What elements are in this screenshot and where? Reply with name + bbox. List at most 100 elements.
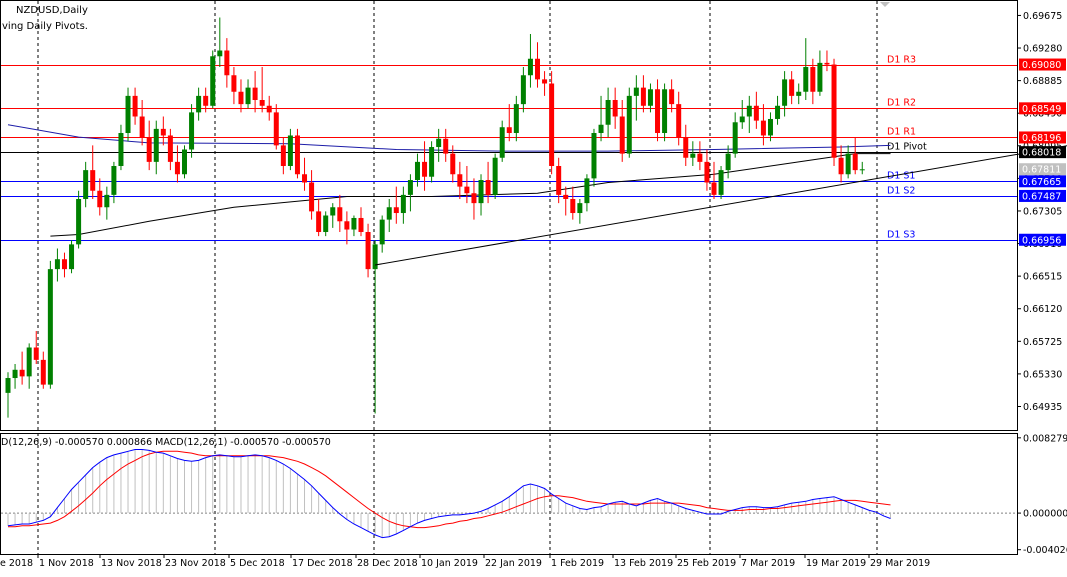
macd-legend: D(12,26,9) -0.000570 0.000866 MACD(12,26… — [1, 437, 331, 448]
candle-body-115 — [817, 62, 823, 92]
candle-body-62 — [443, 138, 449, 154]
candle-body-108 — [767, 118, 773, 136]
candles — [5, 17, 865, 418]
candle-body-11 — [83, 170, 89, 199]
candle-body-32 — [231, 75, 237, 92]
candle-body-98 — [697, 153, 703, 162]
candle-body-118 — [838, 157, 844, 175]
candle-body-51 — [365, 232, 371, 270]
candle-body-91 — [647, 89, 653, 106]
candle-body-86 — [612, 100, 618, 117]
candle-body-111 — [789, 79, 795, 96]
candle-body-39 — [280, 145, 286, 166]
current-price-tag: 0.67811 — [1022, 165, 1061, 176]
time-tick-label-6: 10 Jan 2019 — [421, 558, 478, 569]
candle-body-14 — [104, 194, 110, 208]
candle-body-15 — [111, 166, 117, 195]
candle-body-50 — [358, 217, 364, 232]
price-tag-r3: 0.69080 — [1022, 60, 1061, 71]
candle-body-30 — [217, 50, 223, 57]
candle-body-103 — [732, 122, 738, 154]
price-tag-s2-bg — [1019, 189, 1066, 202]
candle-body-90 — [640, 87, 646, 106]
candle-body-80 — [570, 199, 576, 214]
candle-body-48 — [344, 221, 350, 230]
candle-body-73 — [520, 75, 526, 105]
price-tags: 0.69080 0.68549 0.68196 0.68018 0.67665 0.674… — [1019, 58, 1066, 246]
candle-body-59 — [422, 161, 428, 177]
candle-body-46 — [330, 207, 336, 216]
candle-body-45 — [323, 215, 329, 232]
price-tag-s1: 0.67665 — [1022, 177, 1061, 188]
candle-body-87 — [619, 116, 625, 154]
candle-body-107 — [760, 120, 766, 136]
candle-body-19 — [139, 116, 145, 138]
candle-body-70 — [499, 127, 505, 158]
candle-body-109 — [775, 105, 781, 119]
price-tag-s2: 0.67487 — [1022, 191, 1061, 202]
time-tick-label-11: 7 Mar 2019 — [741, 558, 795, 569]
candle-body-53 — [379, 219, 385, 245]
candle-body-6 — [47, 269, 53, 385]
macd-tick-label-2: -0.004026 — [1023, 545, 1067, 556]
pivot-label-s2: D1 S2 — [887, 186, 915, 197]
candle-body-16 — [118, 133, 124, 166]
candle-body-96 — [683, 137, 689, 158]
time-tick-label-2: 23 Nov 2018 — [165, 558, 226, 569]
trendline — [375, 145, 1067, 266]
candle-body-24 — [174, 161, 180, 175]
candle-body-21 — [153, 128, 159, 162]
candle-body-18 — [132, 95, 138, 117]
price-tag-r1-bg — [1019, 131, 1066, 144]
indicator-title: ving Daily Pivots. — [2, 21, 88, 32]
pivot-label-s1: D1 S1 — [887, 171, 915, 182]
candle-body-44 — [316, 211, 322, 232]
candle-body-20 — [146, 137, 152, 162]
candle-body-3 — [26, 347, 32, 377]
chart-shift-marker[interactable] — [880, 2, 890, 7]
candle-body-105 — [746, 105, 752, 117]
candle-body-116 — [824, 62, 830, 65]
time-tick-label-9: 13 Feb 2019 — [614, 558, 673, 569]
candle-body-119 — [845, 153, 851, 175]
candle-body-42 — [302, 174, 308, 183]
candle-body-1 — [12, 369, 18, 379]
candle-body-47 — [337, 207, 343, 222]
macd-tick-label-0: 0.008279 — [1023, 433, 1067, 444]
time-tick-prefix: e 2018 — [0, 558, 33, 569]
time-tick-label-1: 13 Nov 2018 — [101, 558, 162, 569]
price-tick-label-8: 0.66515 — [1023, 272, 1062, 283]
candle-body-69 — [492, 157, 498, 195]
time-tick-label-12: 19 Mar 2019 — [806, 558, 866, 569]
candle-body-8 — [61, 259, 67, 270]
candle-body-56 — [400, 194, 406, 214]
candle-body-88 — [626, 95, 632, 154]
chart-symbol-title: NZDUSD,Daily — [16, 5, 88, 16]
candle-body-66 — [471, 193, 477, 204]
price-axis: 0.696750.692800.688850.684900.680950.677… — [1017, 11, 1062, 413]
candle-body-2 — [19, 369, 25, 377]
candle-body-38 — [273, 112, 279, 146]
candle-body-49 — [351, 217, 357, 230]
candle-body-23 — [167, 135, 173, 162]
candle-body-121 — [859, 169, 865, 171]
candle-body-40 — [287, 135, 293, 166]
candle-body-82 — [584, 178, 590, 204]
price-tick-label-1: 0.69280 — [1023, 44, 1062, 55]
candle-body-92 — [655, 89, 661, 133]
candle-body-12 — [90, 170, 96, 191]
candle-body-104 — [739, 116, 745, 123]
candle-body-0 — [5, 378, 11, 393]
candle-body-9 — [69, 244, 75, 270]
candle-body-64 — [457, 174, 463, 187]
candle-body-34 — [245, 87, 251, 105]
candle-body-26 — [189, 112, 195, 150]
candle-body-93 — [662, 89, 668, 133]
candle-body-5 — [40, 359, 46, 385]
candle-body-89 — [633, 87, 639, 96]
candle-body-58 — [414, 161, 420, 181]
candle-body-72 — [513, 104, 519, 133]
candle-body-65 — [464, 186, 470, 194]
candle-body-60 — [429, 147, 435, 177]
